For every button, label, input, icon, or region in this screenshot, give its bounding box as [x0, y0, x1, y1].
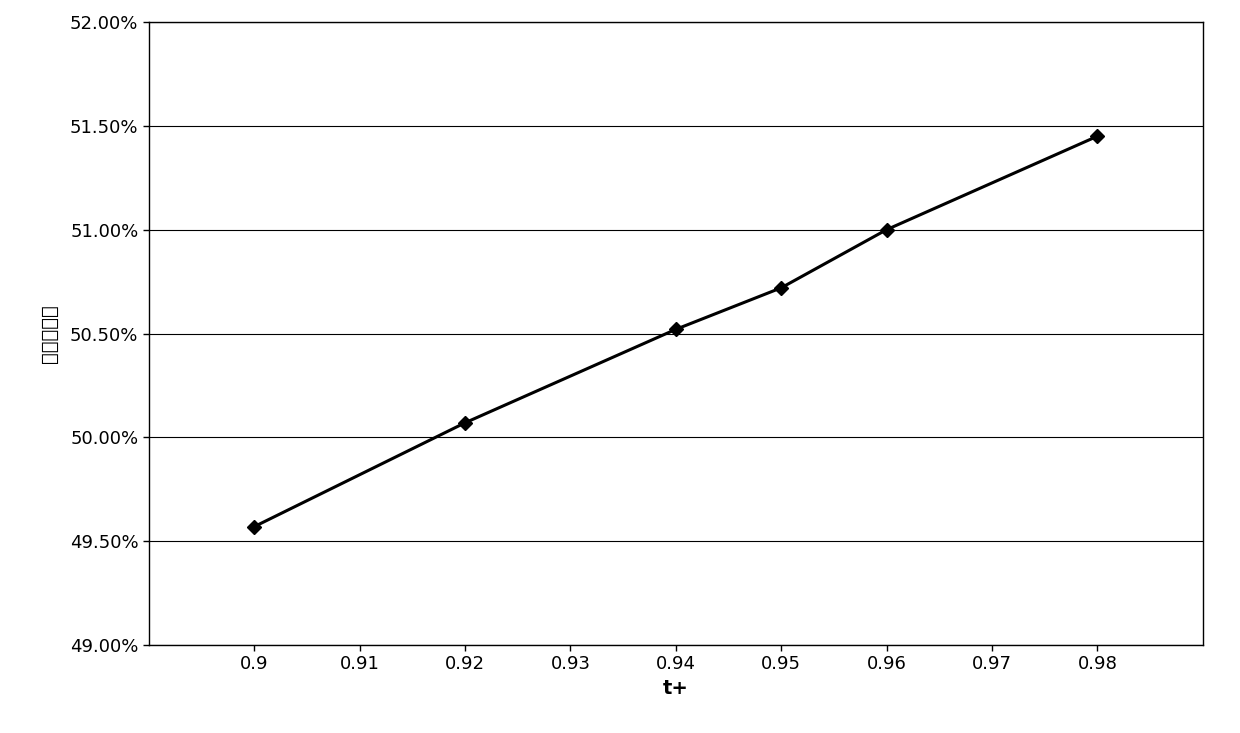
X-axis label: t+: t+: [663, 679, 688, 698]
Y-axis label: 系统热效率: 系统热效率: [40, 304, 58, 363]
